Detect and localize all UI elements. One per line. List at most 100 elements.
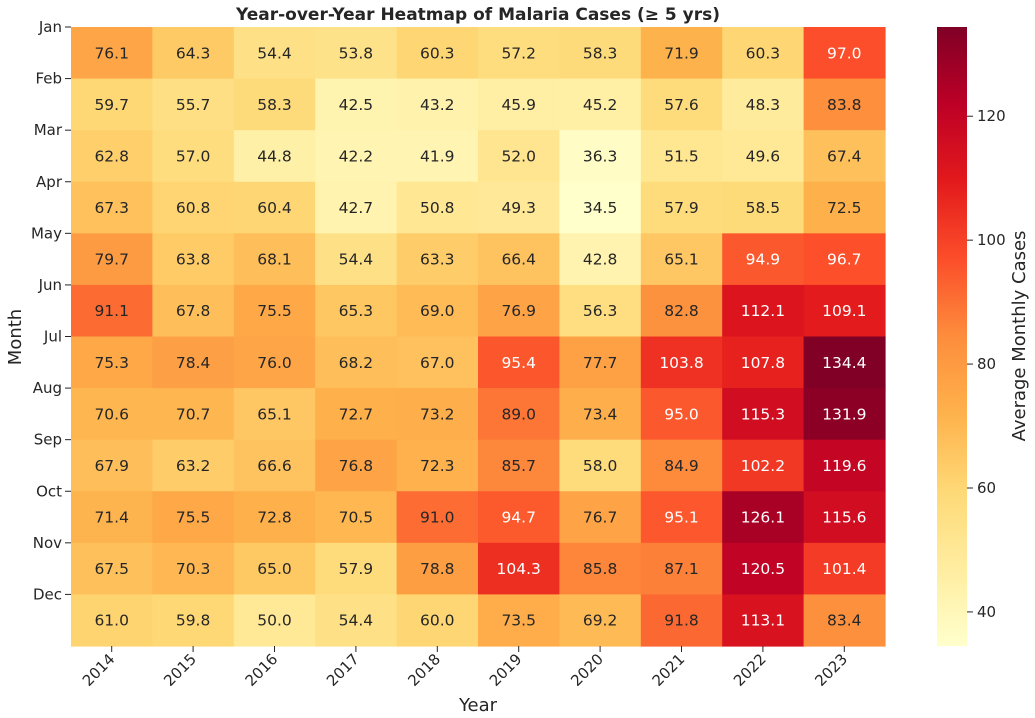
cell-value-label: 44.8 [257,147,292,165]
cell-value-label: 67.8 [176,302,211,320]
cell-value-label: 82.8 [664,302,699,320]
cell-value-label: 63.3 [420,251,455,269]
cell-value-label: 67.3 [94,199,129,217]
heatmap-cell [478,439,560,492]
heatmap-cell [640,284,723,338]
heatmap-cell [640,233,723,286]
cell-value-label: 56.3 [583,302,618,320]
heatmap-cell [396,27,479,80]
cell-value-label: 70.7 [176,405,211,423]
heatmap-cell [722,78,805,131]
y-tick-label: Nov [33,534,62,552]
y-tick-label: Jan [38,18,62,36]
cell-value-label: 119.6 [822,457,866,475]
cell-value-label: 87.1 [664,560,699,578]
heatmap-cell [478,78,560,131]
cell-value-label: 60.8 [176,199,211,217]
cell-value-label: 72.8 [257,509,292,527]
cell-value-label: 71.4 [94,509,129,527]
cell-value-label: 69.0 [420,302,455,320]
heatmap-cell [396,336,479,389]
cell-value-label: 58.5 [746,199,781,217]
heatmap-cell [233,336,316,389]
cell-value-label: 96.7 [827,251,862,269]
cell-value-label: 76.7 [583,509,618,527]
heatmap-cell [803,284,886,338]
colorbar-tick-label: 100 [977,231,1006,249]
cell-value-label: 67.5 [94,560,129,578]
heatmap-cell [803,542,886,596]
cell-value-label: 42.8 [583,251,618,269]
heatmap-cell [233,439,316,492]
heatmap-cell [559,542,642,596]
cell-value-label: 58.3 [257,96,292,114]
heatmap-cell [559,336,642,389]
cell-value-label: 60.0 [420,612,455,630]
cell-value-label: 69.2 [583,612,618,630]
heatmap-cell [478,284,560,338]
heatmap-cell [233,594,316,647]
heatmap-cell [396,181,479,234]
colorbar-tick-label: 60 [977,479,996,497]
heatmap-cell [315,130,398,183]
heatmap-cell [71,27,153,80]
cell-value-label: 53.8 [339,44,374,62]
heatmap-cell [315,491,398,544]
cell-value-label: 89.0 [501,405,536,423]
cell-value-label: 134.4 [822,354,866,372]
heatmap-cell [152,336,235,389]
heatmap-cell [722,27,805,80]
x-tick-label: 2017 [323,650,363,690]
heatmap-cell [71,594,153,647]
y-tick-label: Oct [36,482,62,500]
cell-value-label: 115.6 [822,509,866,527]
heatmap-cell [396,233,479,286]
cell-value-label: 79.7 [94,251,129,269]
heatmap-cell [803,181,886,234]
y-tick-label: Sep [34,431,62,449]
x-axis-ticks: 2014 2015 2016 2017 2018 2019 2020 2021 2022 2023 [79,646,851,690]
heatmap-cell [315,233,398,286]
heatmap-cell [152,130,235,183]
heatmap-cell [233,388,316,441]
cell-value-label: 66.4 [501,251,536,269]
cell-value-label: 63.2 [176,457,211,475]
cell-value-label: 54.4 [339,612,374,630]
heatmap-cell [315,284,398,338]
heatmap-cell [71,491,153,544]
heatmap-cell [803,27,886,80]
heatmap-cell-labels: 76.1 64.3 54.4 53.8 60.3 57.2 58.3 71.9 60.3 97.0… [94,44,866,629]
cell-value-label: 67.9 [94,457,129,475]
heatmap-cell [233,284,316,338]
cell-value-label: 76.9 [501,302,536,320]
heatmap-cell [233,181,316,234]
cell-value-label: 76.0 [257,354,292,372]
heatmap-cell [640,336,723,389]
cell-value-label: 109.1 [822,302,866,320]
cell-value-label: 103.8 [659,354,703,372]
cell-value-label: 60.3 [746,44,781,62]
heatmap-cell [640,78,723,131]
cell-value-label: 50.8 [420,199,455,217]
heatmap-cells [71,27,886,647]
cell-value-label: 57.0 [176,147,211,165]
heatmap-cell [640,594,723,647]
cell-value-label: 34.5 [583,199,618,217]
cell-value-label: 42.7 [339,199,374,217]
cell-value-label: 45.9 [501,96,536,114]
cell-value-label: 112.1 [741,302,785,320]
cell-value-label: 85.7 [501,457,536,475]
heatmap-cell [478,336,560,389]
cell-value-label: 131.9 [822,405,866,423]
heatmap-cell [478,594,560,647]
cell-value-label: 91.0 [420,509,455,527]
heatmap-cell [396,388,479,441]
x-tick-label: 2015 [160,650,200,690]
heatmap-cell [396,284,479,338]
cell-value-label: 48.3 [746,96,781,114]
cell-value-label: 65.1 [257,405,292,423]
cell-value-label: 70.6 [94,405,129,423]
cell-value-label: 91.1 [94,302,129,320]
heatmap-cell [722,181,805,234]
